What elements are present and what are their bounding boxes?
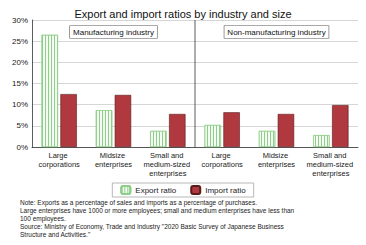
svg-text:medium-sized: medium-sized bbox=[143, 160, 192, 169]
svg-text:0%: 0% bbox=[16, 143, 28, 152]
svg-text:Non-manufacturing industry: Non-manufacturing industry bbox=[227, 28, 325, 37]
svg-text:corporations: corporations bbox=[202, 160, 244, 169]
svg-text:20%: 20% bbox=[12, 58, 28, 67]
svg-text:Large: Large bbox=[49, 151, 70, 160]
svg-text:30%: 30% bbox=[12, 16, 28, 25]
svg-text:Small and: Small and bbox=[313, 151, 348, 160]
svg-text:Structure and Activities.": Structure and Activities." bbox=[20, 231, 91, 238]
svg-text:Midsize: Midsize bbox=[100, 151, 128, 160]
svg-text:Export ratio: Export ratio bbox=[135, 186, 176, 195]
svg-text:corporations: corporations bbox=[39, 160, 81, 169]
svg-text:Export and import ratios by in: Export and import ratios by industry and… bbox=[74, 8, 291, 20]
svg-text:10%: 10% bbox=[12, 100, 28, 109]
svg-text:25%: 25% bbox=[12, 37, 28, 46]
svg-text:15%: 15% bbox=[12, 79, 28, 88]
svg-text:enterprises: enterprises bbox=[95, 160, 132, 169]
svg-text:medium-sized: medium-sized bbox=[306, 160, 355, 169]
svg-text:5%: 5% bbox=[16, 121, 28, 130]
svg-text:Source: Ministry of Economy, T: Source: Ministry of Economy, Trade and I… bbox=[20, 223, 286, 231]
svg-text:Midsize: Midsize bbox=[263, 151, 291, 160]
svg-text:Large enterprises have 1000 or: Large enterprises have 1000 or more empl… bbox=[20, 207, 296, 215]
svg-text:100 employees.: 100 employees. bbox=[20, 215, 66, 223]
svg-text:Manufacturing industry: Manufacturing industry bbox=[73, 28, 154, 37]
svg-text:Small and: Small and bbox=[150, 151, 185, 160]
svg-text:enterprises: enterprises bbox=[258, 160, 295, 169]
svg-text:enterprises: enterprises bbox=[149, 169, 186, 178]
svg-text:Import ratio: Import ratio bbox=[205, 186, 246, 195]
svg-text:enterprises: enterprises bbox=[312, 169, 349, 178]
svg-text:Note: Exports as a percentage: Note: Exports as a percentage of sales a… bbox=[20, 199, 257, 207]
svg-text:Large: Large bbox=[212, 151, 233, 160]
